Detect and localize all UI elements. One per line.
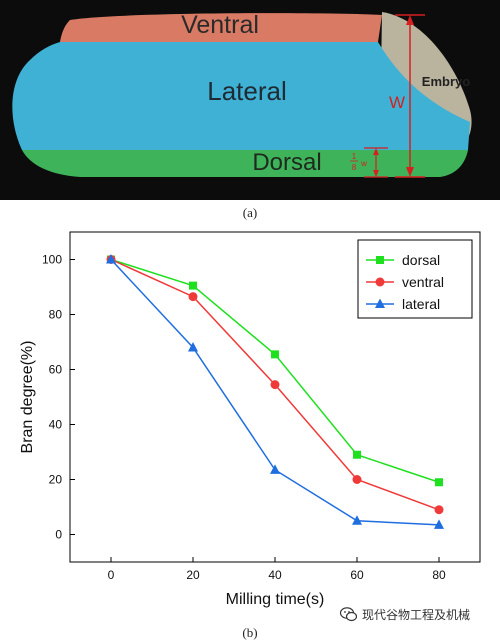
watermark: 现代谷物工程及机械 <box>340 606 470 623</box>
ventral-data-point <box>188 292 198 302</box>
dorsal-data-point <box>271 350 279 359</box>
watermark-text: 现代谷物工程及机械 <box>362 608 471 622</box>
fraction-arrow-up <box>373 148 379 155</box>
grain-illustration: Ventral Lateral Dorsal Embryo W 1 8 w <box>12 11 472 178</box>
lateral-label: Lateral <box>207 76 287 106</box>
y-axis-ticks: 0 20 40 60 80 100 <box>42 253 75 542</box>
dorsal-data-point <box>435 478 443 487</box>
grain-photo: Ventral Lateral Dorsal Embryo W 1 8 w <box>0 0 500 200</box>
ventral-data-point <box>434 505 444 515</box>
y-tick-label: 0 <box>55 528 62 542</box>
lateral-data-point <box>188 342 198 352</box>
legend: dorsal ventral lateral <box>357 239 473 319</box>
dorsal-region <box>22 150 468 177</box>
y-axis-title: Bran degree(%) <box>19 341 36 454</box>
ventral-legend-marker <box>375 277 385 287</box>
y-tick-label: 60 <box>49 363 63 377</box>
x-tick-label: 40 <box>268 568 282 582</box>
dorsal-label: Dorsal <box>252 149 321 176</box>
fraction-numerator: 1 <box>352 152 357 161</box>
width-symbol: W <box>389 93 405 112</box>
ventral-legend-label: ventral <box>402 274 444 290</box>
lateral-region <box>12 42 470 150</box>
ventral-data-point <box>270 380 280 390</box>
width-arrow-head-down <box>406 167 414 177</box>
y-tick-label: 100 <box>42 253 62 267</box>
lateral-data-point <box>434 519 444 529</box>
x-tick-label: 0 <box>108 568 115 582</box>
x-tick-label: 20 <box>186 568 200 582</box>
fraction-denominator: 8 <box>352 163 357 172</box>
lateral-data-point <box>106 254 116 264</box>
dorsal-legend-label: dorsal <box>402 252 440 268</box>
caption-a: (a) <box>242 205 258 220</box>
bran-degree-chart: 0 20 40 60 80 100 0 20 40 60 80 dorsal ventral late… <box>19 231 481 608</box>
ventral-label: Ventral <box>181 11 259 39</box>
ventral-data-point <box>352 475 362 484</box>
dorsal-data-point <box>189 281 197 290</box>
embryo-label: Embryo <box>422 74 470 89</box>
fraction-suffix: w <box>360 159 367 168</box>
y-tick-label: 80 <box>49 308 63 322</box>
x-axis-title: Milling time(s) <box>226 591 325 608</box>
lateral-legend-marker <box>375 298 385 308</box>
x-tick-label: 80 <box>432 568 446 582</box>
series-layer <box>106 254 444 529</box>
dorsal-data-point <box>353 450 361 459</box>
ventral-region <box>60 13 382 42</box>
x-tick-label: 60 <box>350 568 364 582</box>
y-tick-label: 40 <box>49 418 63 432</box>
lateral-data-point <box>270 464 280 474</box>
lateral-legend-label: lateral <box>402 296 440 312</box>
dorsal-legend-marker <box>376 256 384 264</box>
x-axis-ticks: 0 20 40 60 80 <box>108 557 446 582</box>
fraction-arrow-down <box>373 170 379 177</box>
width-arrow-head-up <box>406 15 414 25</box>
lateral-data-point <box>352 515 362 525</box>
caption-b: (b) <box>242 625 258 640</box>
wechat-icon <box>340 607 357 622</box>
y-tick-label: 20 <box>49 473 63 487</box>
